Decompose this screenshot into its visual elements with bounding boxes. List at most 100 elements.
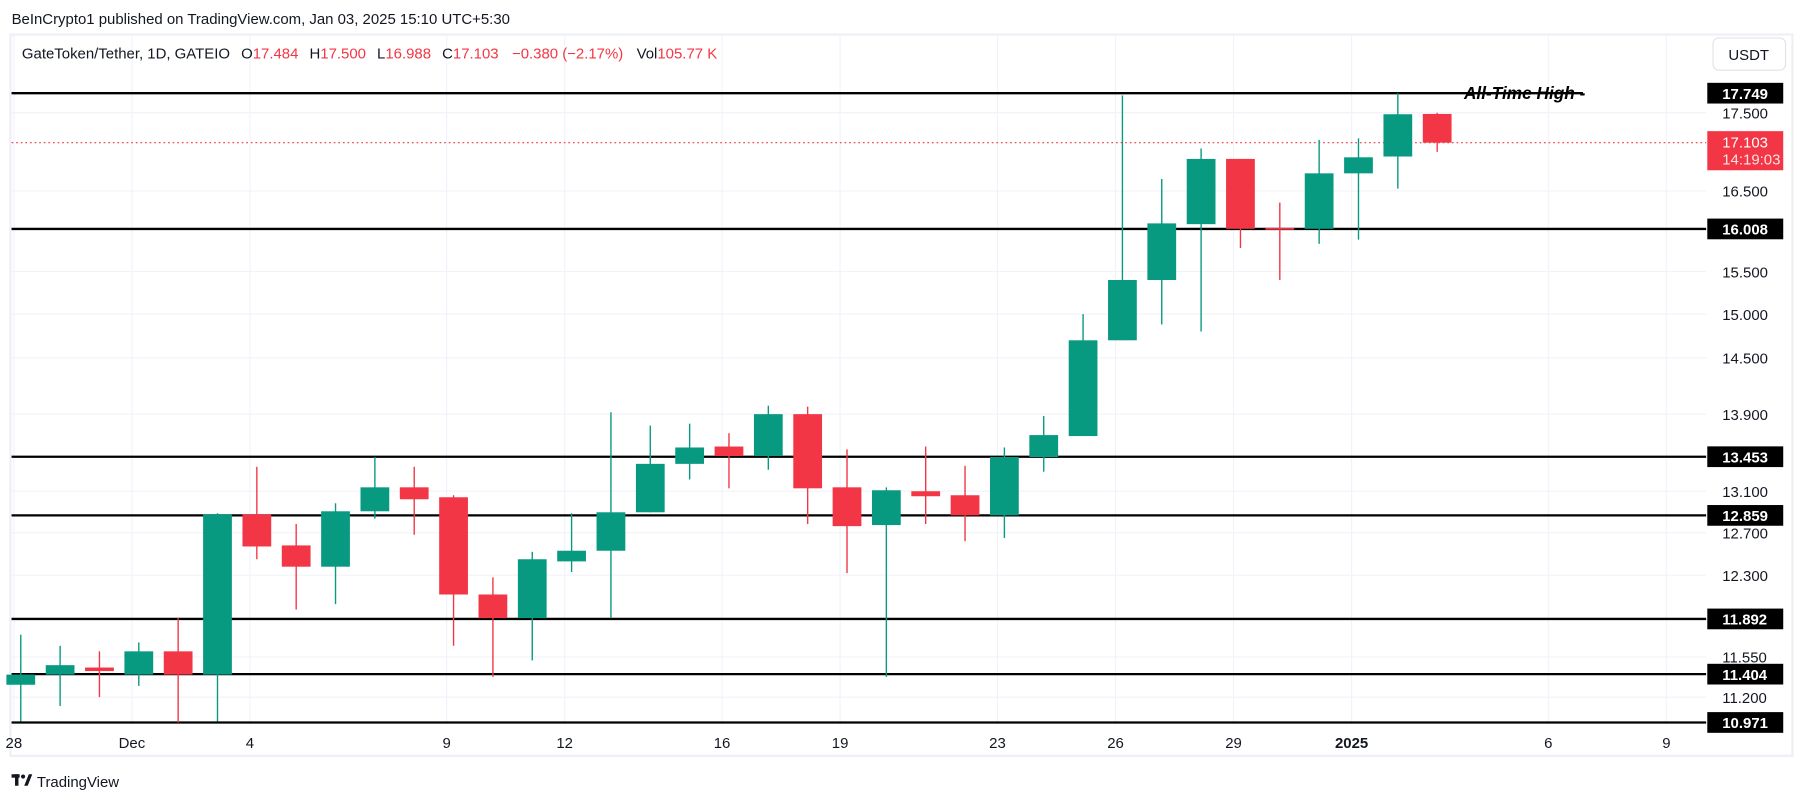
date-tick-label: 26 <box>1107 735 1124 752</box>
price-axis[interactable]: 17.500 16.500 15.500 15.000 14.500 13.900 13.1… <box>1707 82 1784 733</box>
date-tick-label: 9 <box>443 735 451 752</box>
candle-up <box>1186 148 1216 332</box>
level-price-badge <box>1707 505 1784 526</box>
candle-body <box>1108 280 1137 341</box>
tradingview-logo[interactable]: TradingView <box>11 774 120 791</box>
candle-up <box>675 423 705 480</box>
bar-countdown: 14:19:03 <box>1722 152 1780 169</box>
price-tick-label: 17.500 <box>1722 105 1768 122</box>
tradingview-logo-icon <box>11 774 33 786</box>
candle-down <box>1226 158 1255 249</box>
level-price-badge <box>1707 608 1784 630</box>
candle-body <box>1186 158 1216 225</box>
date-tick-label: 4 <box>246 735 254 752</box>
level-price-label: 11.892 <box>1722 612 1767 629</box>
candle-down <box>163 618 193 723</box>
candle-body <box>242 514 272 547</box>
level-price-badge <box>1707 712 1784 733</box>
date-tick-label: 9 <box>1662 735 1670 752</box>
candle-body <box>45 665 75 675</box>
candle-body <box>360 487 390 512</box>
candle-up <box>517 551 547 661</box>
candle-body <box>1265 228 1295 230</box>
close-label: C <box>442 46 453 63</box>
ath-annotation: All-Time High - <box>1463 83 1586 103</box>
level-price-label: 11.404 <box>1722 667 1768 684</box>
candle-body <box>6 674 36 685</box>
level-price-badge <box>1707 663 1784 685</box>
candle-body <box>478 594 508 619</box>
price-tick-label: 16.500 <box>1722 184 1768 201</box>
candle-body <box>203 514 232 675</box>
candle-down <box>911 446 941 524</box>
candle-body <box>281 545 311 567</box>
price-tick-label: 11.550 <box>1722 650 1767 667</box>
candle-body <box>557 550 586 562</box>
candle-body <box>517 559 547 619</box>
candle-body <box>950 495 980 516</box>
candle-up <box>596 412 626 619</box>
level-price-label: 17.749 <box>1722 86 1768 103</box>
candle-up <box>1383 93 1413 189</box>
candle-body <box>871 490 901 526</box>
date-tick-label: 28 <box>6 735 23 752</box>
candle-body <box>911 491 941 497</box>
candle-up <box>321 503 350 605</box>
candle-up <box>1344 138 1373 240</box>
candle-up <box>6 634 36 722</box>
symbol-label: GateToken/Tether, 1D, GATEIO <box>22 46 230 63</box>
candle-up <box>1029 416 1059 472</box>
candle-body <box>990 457 1019 516</box>
grid <box>11 35 1707 725</box>
candle-body <box>1422 113 1452 143</box>
open-value: 17.484 <box>253 46 299 63</box>
date-tick-label: 12 <box>556 735 573 752</box>
last-price-badge: 17.103 14:19:03 <box>1707 131 1784 171</box>
candle-body <box>1344 157 1373 174</box>
volume-value: 105.77 K <box>657 46 717 63</box>
candle-body <box>1068 340 1098 437</box>
candle-up <box>1147 178 1177 325</box>
low-value: 16.988 <box>385 46 431 63</box>
candles <box>6 93 1452 723</box>
level-price-label: 16.008 <box>1722 222 1768 239</box>
level-price-badge <box>1707 218 1784 240</box>
candle-down <box>714 433 744 489</box>
candle-down <box>478 577 508 677</box>
candle-body <box>1304 173 1334 229</box>
candle-body <box>753 414 783 457</box>
change-value: −0.380 (−2.17%) <box>512 46 623 63</box>
candle-up <box>871 487 901 677</box>
currency-label: USDT <box>1728 47 1769 64</box>
candle-body <box>832 487 862 527</box>
level-price-label: 10.971 <box>1722 715 1768 732</box>
date-tick-label: 19 <box>832 735 849 752</box>
candle-down <box>793 406 823 524</box>
currency-button[interactable]: USDT <box>1712 37 1787 71</box>
chart-legend: GateToken/Tether, 1D, GATEIO O17.484 H17… <box>22 46 717 63</box>
candle-body <box>399 487 429 500</box>
candle-down <box>832 449 862 574</box>
high-label: H <box>309 46 320 63</box>
candle-up <box>1108 95 1137 341</box>
candle-up <box>124 642 154 686</box>
price-tick-label: 12.700 <box>1722 525 1768 542</box>
candle-down <box>85 651 114 698</box>
time-axis[interactable]: 28 Dec 4 9 12 16 19 23 26 29 2025 6 9 <box>6 735 1671 752</box>
candle-body <box>793 414 823 489</box>
publish-info: BeInCrypto1 published on TradingView.com… <box>12 11 510 28</box>
candle-down <box>950 465 980 542</box>
candle-body <box>635 463 665 513</box>
price-tick-label: 13.100 <box>1722 484 1768 501</box>
price-tick-label: 13.900 <box>1722 407 1768 424</box>
candle-up <box>753 405 783 470</box>
candle-body <box>675 447 705 464</box>
close-value: 17.103 <box>453 46 499 63</box>
chart-frame <box>9 33 1794 757</box>
date-tick-label: 2025 <box>1335 735 1368 752</box>
date-tick-label: 6 <box>1544 735 1552 752</box>
level-price-label: 13.453 <box>1722 449 1768 466</box>
candle-up <box>360 457 390 519</box>
candle-up <box>635 425 665 513</box>
